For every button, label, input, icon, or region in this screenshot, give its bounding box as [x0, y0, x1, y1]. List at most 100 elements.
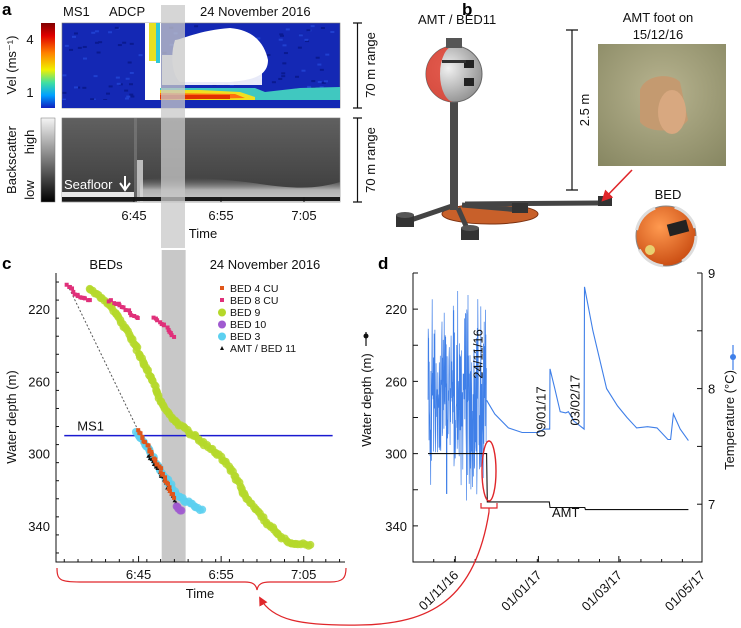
velocity-cell — [323, 80, 328, 83]
velocity-colorbar — [41, 23, 55, 108]
bed-4-cu-marker — [163, 475, 168, 480]
velocity-cell — [62, 74, 67, 77]
velocity-cell — [126, 95, 131, 98]
backscatter-colorbar — [40, 117, 56, 203]
velocity-cell — [194, 25, 199, 28]
bed-8-cu-marker — [123, 308, 128, 313]
d-right-ytick-label: 8 — [708, 382, 715, 397]
legend-item: BED 8 CU — [220, 295, 278, 307]
legend-marker — [220, 286, 224, 290]
d-left-axis-label: Water depth (m) — [359, 353, 374, 446]
legend-marker — [220, 346, 224, 350]
velocity-cell — [96, 51, 101, 54]
bed-8-cu-marker — [64, 282, 69, 287]
c-date-title: 24 November 2016 — [210, 257, 321, 272]
legend-item: BED 10 — [218, 319, 266, 331]
photo-caption-line2: 15/12/16 — [633, 27, 684, 42]
velocity-cell — [62, 91, 67, 94]
c-yaxis-label: Water depth (m) — [4, 370, 19, 463]
velocity-cell — [129, 83, 134, 86]
velocity-cell — [330, 31, 335, 34]
bed-8-cu-marker — [71, 289, 76, 294]
velocity-cell — [283, 52, 288, 55]
seafloor-arrow-icon — [119, 176, 131, 192]
velocity-cell — [285, 28, 290, 31]
depth-legend-dot — [363, 333, 369, 339]
velocity-cell — [129, 42, 134, 45]
bed-8-cu-marker — [169, 333, 174, 338]
velocity-cell — [127, 61, 132, 64]
c-xaxis-label: Time — [186, 586, 214, 601]
bed-4-cu-marker — [165, 481, 170, 486]
bed-4-cu-marker — [138, 431, 143, 436]
d-xtick-label: 01/05/17 — [662, 568, 708, 614]
velocity-cell — [98, 41, 103, 44]
velocity-cell — [320, 27, 325, 30]
bed-8-cu-marker — [132, 313, 137, 318]
c-ytick-label: 300 — [28, 447, 50, 462]
bed-8-cu-marker — [121, 305, 126, 310]
d-left-ytick-label: 260 — [385, 374, 407, 389]
velocity-cell — [295, 75, 300, 78]
ms1-line-label: MS1 — [77, 419, 104, 434]
c-xtick-label: 7:05 — [291, 567, 316, 582]
velocity-cell — [82, 57, 87, 60]
velocity-cell — [282, 62, 287, 65]
velocity-cell — [301, 69, 306, 72]
velocity-cell — [280, 34, 285, 37]
d-right-ytick-label: 9 — [708, 266, 715, 281]
bed-8-cu-marker — [128, 311, 133, 316]
low-label: low — [22, 180, 37, 200]
d-right-axis-label: Temperature (°C) — [722, 370, 737, 470]
bed-4-cu-marker — [166, 486, 171, 491]
bed-8-cu-marker — [155, 318, 160, 323]
d-right-ytick-label: 7 — [708, 497, 715, 512]
vel-tick-4: 4 — [26, 32, 33, 47]
bed-sphere-illustration — [634, 204, 698, 268]
velocity-cell — [114, 26, 119, 29]
bed-4-cu-marker — [146, 443, 151, 448]
amt-illustration — [396, 38, 612, 240]
velocity-cell — [64, 44, 69, 47]
velocity-cell — [94, 41, 99, 44]
velocity-cell — [62, 98, 67, 101]
c-ytick-label: 340 — [28, 519, 50, 534]
scale-bar — [566, 29, 578, 191]
velocity-cell — [278, 77, 283, 80]
panel-a: a MS1 ADCP 24 November 2016 4 1 Vel (ms⁻… — [2, 0, 378, 248]
bed-3-marker — [198, 505, 207, 514]
velocity-cell — [82, 86, 87, 89]
d-xtick-label: 01/01/17 — [498, 568, 544, 614]
legend-marker — [220, 298, 224, 302]
velocity-cell — [325, 53, 330, 56]
velocity-cell — [298, 34, 303, 37]
bed-8-cu-marker — [106, 299, 111, 304]
velocity-cell — [281, 75, 286, 78]
legend-marker — [218, 320, 226, 329]
velocity-cell — [129, 93, 134, 96]
velocity-cell — [281, 72, 286, 75]
date-annotation: 24/11/16 — [471, 329, 486, 379]
velocity-cell — [297, 46, 302, 49]
bed-label: BED — [655, 187, 682, 202]
velocity-axis-label: Vel (ms⁻¹) — [4, 36, 19, 95]
amt-dashed-link — [67, 284, 138, 429]
velocity-cell — [319, 68, 324, 71]
velocity-cell — [108, 31, 113, 34]
date-annotation: 09/01/17 — [533, 386, 548, 437]
adcp-label: ADCP — [109, 4, 145, 19]
range-label-top: 70 m range — [363, 32, 378, 98]
bed-4-cu-marker — [136, 428, 141, 433]
amt-bed-11-marker — [155, 466, 160, 470]
velocity-cell — [282, 44, 287, 47]
a-xtick-label: 7:05 — [291, 208, 316, 223]
bed-8-cu-marker — [67, 285, 72, 290]
velocity-cell — [306, 29, 311, 32]
bed-8-cu-marker — [135, 315, 140, 320]
temperature-line — [486, 286, 689, 441]
velocity-cell — [310, 25, 315, 28]
d-xtick-label: 01/03/17 — [579, 568, 625, 614]
backscatter-heatmap: Seafloor — [61, 117, 341, 203]
